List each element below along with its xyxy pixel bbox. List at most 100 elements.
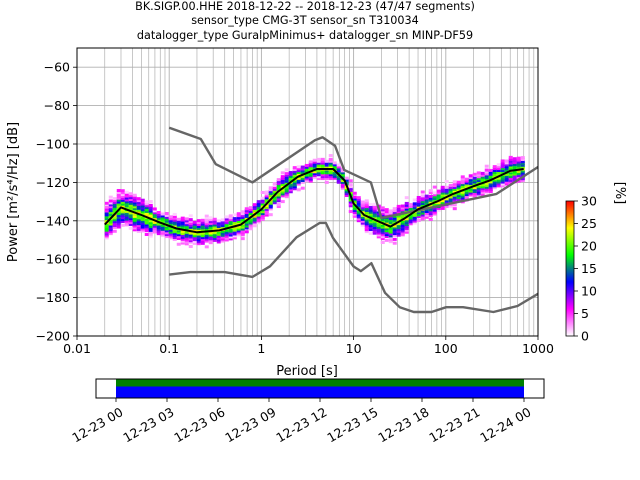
density-cell [476, 184, 481, 188]
density-cell [328, 177, 333, 181]
density-cell [108, 232, 113, 236]
density-cell [396, 225, 401, 229]
density-cell [256, 215, 261, 219]
density-cell [124, 192, 129, 196]
density-cell [200, 228, 205, 232]
density-cell [452, 203, 457, 207]
density-cell [116, 213, 121, 217]
density-cell [340, 186, 345, 190]
density-cell [352, 191, 357, 195]
density-cell [488, 190, 493, 194]
density-cell [400, 216, 405, 220]
density-cell [136, 222, 141, 226]
x-tick-label: 1000 [522, 341, 554, 356]
density-cell [116, 221, 121, 225]
density-cell [244, 211, 249, 215]
density-cell [300, 169, 305, 173]
density-cell [236, 233, 241, 237]
density-cell [176, 219, 181, 223]
density-cell [224, 215, 229, 219]
density-cell [120, 218, 125, 222]
density-cell [484, 187, 489, 191]
density-cell [412, 204, 417, 208]
density-cell [496, 170, 501, 174]
density-cell [440, 195, 445, 199]
density-cell [160, 216, 165, 220]
density-cell [292, 179, 297, 183]
density-cell [368, 220, 373, 224]
density-cell [464, 179, 469, 183]
density-cell [200, 239, 205, 243]
density-cell [260, 214, 265, 218]
density-cell [208, 223, 213, 227]
density-cell [388, 240, 393, 244]
density-cell [480, 171, 485, 175]
density-cell [348, 190, 353, 194]
density-cell [364, 222, 369, 226]
density-cell [276, 195, 281, 199]
timeline-tick-label: 12-23 21 [426, 404, 482, 445]
density-cell [240, 229, 245, 233]
density-cell [312, 160, 317, 164]
density-cell [436, 195, 441, 199]
density-cell [188, 223, 193, 227]
density-cell [240, 214, 245, 218]
density-cell [372, 224, 377, 228]
density-cell [316, 159, 321, 163]
density-cell [136, 229, 141, 233]
density-cell [168, 236, 173, 240]
density-cell [240, 210, 245, 214]
density-cell [120, 210, 125, 214]
density-cell [152, 213, 157, 217]
density-cell [320, 177, 325, 181]
density-cell [292, 166, 297, 170]
density-cell [148, 200, 153, 204]
density-cell [164, 217, 169, 221]
density-cell [496, 163, 501, 167]
density-cell [464, 189, 469, 193]
density-cell [148, 234, 153, 238]
density-cell [384, 213, 389, 217]
density-cell [292, 181, 297, 185]
density-cell [120, 216, 125, 220]
density-cell [112, 206, 117, 210]
density-cell [156, 211, 161, 215]
density-cell [180, 224, 185, 228]
density-cell [140, 217, 145, 221]
density-cell [488, 168, 493, 172]
density-cell [460, 175, 465, 179]
density-cell [180, 231, 185, 235]
density-cell [208, 233, 213, 237]
density-cell [108, 201, 113, 205]
density-cell [260, 204, 265, 208]
density-cell [404, 219, 409, 223]
density-cell [288, 172, 293, 176]
density-cell [376, 229, 381, 233]
density-cell [360, 213, 365, 217]
density-cell [488, 184, 493, 188]
density-cell [160, 229, 165, 233]
density-cell [308, 168, 313, 172]
density-cell [228, 216, 233, 220]
density-cell [268, 213, 273, 217]
density-cell [280, 190, 285, 194]
density-cell [356, 213, 361, 217]
density-cell [468, 183, 473, 187]
density-cell [364, 210, 369, 214]
density-cell [144, 232, 149, 236]
density-cell [128, 226, 133, 230]
density-cell [220, 220, 225, 224]
density-cell [136, 204, 141, 208]
density-cell [392, 234, 397, 238]
density-cell [336, 167, 341, 171]
density-cell [504, 163, 509, 167]
density-cell [476, 173, 481, 177]
density-cell [352, 197, 357, 201]
density-cell [200, 236, 205, 240]
density-cell [280, 178, 285, 182]
density-cell [432, 185, 437, 189]
density-cell [184, 219, 189, 223]
density-cell [332, 165, 337, 169]
density-cell [240, 227, 245, 231]
density-cell [380, 229, 385, 233]
